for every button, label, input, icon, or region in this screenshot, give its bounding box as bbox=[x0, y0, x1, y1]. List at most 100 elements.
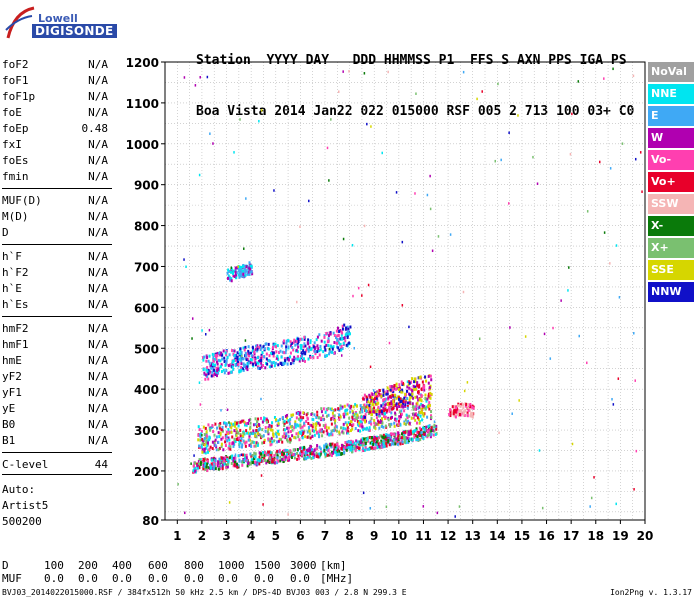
echo-point bbox=[471, 415, 474, 419]
echo-point bbox=[380, 394, 383, 398]
param-value: N/A bbox=[88, 386, 108, 399]
echo-point bbox=[420, 387, 423, 391]
echo-point bbox=[408, 401, 411, 405]
echo-point bbox=[325, 425, 328, 429]
echo-point bbox=[302, 411, 305, 415]
echo-point bbox=[368, 421, 371, 425]
echo-point bbox=[241, 463, 244, 467]
echo-point bbox=[216, 426, 219, 430]
echo-point bbox=[357, 440, 360, 444]
echo-point bbox=[326, 443, 329, 447]
echo-point bbox=[248, 267, 251, 271]
x-tick-label: 7 bbox=[321, 529, 329, 543]
noise-point bbox=[569, 152, 572, 156]
echo-point bbox=[325, 414, 328, 418]
echo-point bbox=[351, 417, 354, 421]
echo-point bbox=[273, 439, 276, 443]
echo-point bbox=[319, 428, 322, 432]
echo-point bbox=[232, 269, 235, 273]
echo-point bbox=[272, 434, 275, 438]
echo-point bbox=[215, 445, 218, 449]
noise-point bbox=[508, 202, 510, 205]
echo-point bbox=[382, 402, 385, 406]
echo-point bbox=[298, 359, 301, 363]
noise-point bbox=[454, 515, 456, 518]
echo-point bbox=[215, 370, 218, 374]
echo-point bbox=[208, 447, 211, 451]
echo-point bbox=[247, 422, 250, 426]
x-tick-label: 3 bbox=[222, 529, 230, 543]
echo-point bbox=[308, 449, 311, 453]
echo-point bbox=[253, 451, 256, 455]
echo-point bbox=[415, 412, 418, 416]
param-name: B0 bbox=[2, 418, 16, 431]
param-value: N/A bbox=[88, 58, 108, 71]
echo-point bbox=[202, 457, 205, 461]
echo-point bbox=[390, 400, 393, 404]
echo-point bbox=[390, 411, 393, 415]
echo-point bbox=[418, 398, 421, 402]
echo-point bbox=[363, 417, 366, 421]
noise-point bbox=[571, 442, 574, 446]
echo-point bbox=[304, 452, 307, 456]
noise-point bbox=[226, 408, 229, 412]
echo-point bbox=[220, 370, 223, 374]
echo-point bbox=[347, 329, 350, 333]
echo-point bbox=[451, 410, 454, 414]
echo-point bbox=[260, 353, 263, 357]
echo-point bbox=[213, 357, 216, 361]
echo-point bbox=[299, 411, 302, 415]
echo-point bbox=[234, 357, 237, 361]
echo-point bbox=[228, 363, 231, 367]
echo-point bbox=[317, 421, 320, 425]
echo-point bbox=[202, 467, 205, 471]
echo-point bbox=[375, 440, 378, 444]
echo-point bbox=[312, 422, 315, 426]
echo-point bbox=[372, 442, 375, 446]
echo-point bbox=[241, 460, 244, 464]
echo-point bbox=[333, 443, 336, 447]
echo-point bbox=[340, 330, 343, 334]
echo-point bbox=[334, 450, 337, 454]
echo-point bbox=[411, 402, 414, 406]
echo-point bbox=[250, 264, 253, 268]
echo-point bbox=[207, 372, 210, 376]
echo-point bbox=[206, 441, 209, 445]
noise-point bbox=[578, 334, 580, 338]
echo-point bbox=[364, 439, 367, 443]
echo-point bbox=[284, 448, 287, 452]
distance-row-cell: 1000 bbox=[218, 559, 245, 572]
echo-point bbox=[194, 469, 197, 473]
echo-point bbox=[401, 440, 404, 444]
echo-point bbox=[367, 412, 370, 416]
echo-point bbox=[307, 338, 310, 342]
noise-point bbox=[230, 266, 233, 270]
echo-point bbox=[228, 442, 231, 446]
echo-point bbox=[411, 392, 414, 396]
echo-point bbox=[220, 456, 223, 460]
echo-point bbox=[383, 405, 386, 409]
echo-point bbox=[219, 433, 222, 437]
echo-point bbox=[373, 425, 376, 429]
echo-point bbox=[245, 422, 248, 426]
echo-point bbox=[269, 437, 272, 441]
echo-point bbox=[324, 425, 327, 429]
echo-point bbox=[412, 405, 415, 409]
echo-point bbox=[226, 462, 229, 466]
echo-point bbox=[290, 413, 293, 417]
echo-point bbox=[243, 364, 246, 368]
echo-point bbox=[325, 429, 328, 433]
echo-point bbox=[229, 455, 232, 459]
echo-point bbox=[339, 342, 342, 346]
echo-point bbox=[242, 357, 245, 361]
echo-point bbox=[223, 459, 226, 463]
echo-point bbox=[465, 402, 468, 406]
echo-point bbox=[395, 402, 398, 406]
echo-point bbox=[373, 446, 376, 450]
echo-point bbox=[239, 434, 242, 438]
echo-point bbox=[348, 446, 351, 450]
echo-point bbox=[373, 418, 376, 422]
echo-point bbox=[457, 402, 460, 406]
echo-point bbox=[273, 415, 276, 419]
echo-point bbox=[289, 438, 292, 442]
